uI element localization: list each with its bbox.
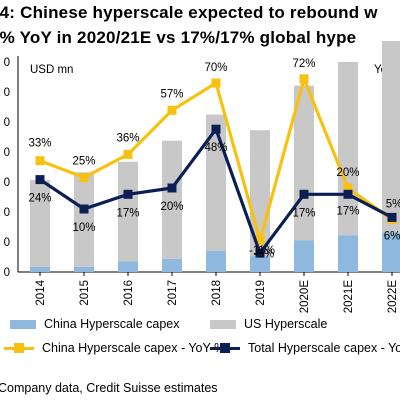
- source-footnote: Company data, Credit Suisse estimates: [0, 381, 218, 395]
- legend-label-china-yoy: China Hyperscale capex - YoY %: [42, 341, 226, 355]
- data-label-china-yoy: -5%: [254, 249, 274, 261]
- data-label-china-yoy: 25%: [72, 156, 95, 168]
- bar-us-capex: [206, 114, 226, 251]
- x-tick-label: 2014: [35, 279, 47, 305]
- y-tick-label: 0: [4, 237, 10, 249]
- china-yoy-marker: [255, 236, 265, 245]
- bar-us-capex: [382, 41, 400, 233]
- x-tick-label: 2022E: [387, 280, 399, 314]
- china-yoy-marker: [123, 149, 133, 159]
- legend-label-total-yoy: Total Hyperscale capex - Yo: [248, 341, 400, 355]
- china-yoy-marker: [167, 105, 177, 115]
- x-tick-label: 2016: [123, 280, 135, 306]
- x-tick-label: 2017: [167, 280, 179, 306]
- data-label-total-yoy: -11%: [249, 245, 275, 257]
- legend-label-china-capex: China Hyperscale capex: [44, 317, 180, 331]
- bar-china-capex: [74, 266, 94, 272]
- bar-us-capex: [118, 161, 138, 262]
- bar-us-capex: [30, 180, 50, 267]
- data-label-total-yoy: 6%: [384, 230, 400, 242]
- data-label-total-yoy: 20%: [160, 201, 183, 213]
- bar-china-capex: [118, 261, 138, 272]
- total-yoy-marker: [211, 124, 221, 134]
- data-label-total-yoy: 17%: [116, 207, 139, 219]
- x-tick-label: 2018: [211, 280, 223, 306]
- bar-us-capex: [162, 140, 182, 259]
- china-yoy-marker: [343, 183, 353, 193]
- total-yoy-marker: [35, 175, 45, 185]
- data-label-total-yoy: 48%: [204, 142, 227, 154]
- data-label-china-yoy: 20%: [336, 167, 359, 179]
- y-tick-label: 0: [4, 57, 10, 69]
- total-yoy-marker: [123, 189, 133, 199]
- data-label-total-yoy: 17%: [336, 205, 359, 217]
- total-yoy-marker: [387, 212, 397, 222]
- total-yoy-marker: [167, 183, 177, 193]
- china-yoy-marker: [79, 173, 89, 182]
- data-label-china-yoy: 57%: [160, 88, 183, 100]
- total-yoy-marker: [299, 189, 309, 199]
- legend-swatch-total-yoy: [210, 341, 240, 355]
- chart-title-line-1: 14: Chinese hyperscale expected to rebou…: [0, 3, 378, 22]
- bar-china-capex: [382, 232, 400, 272]
- legend-china-capex: China Hyperscale capex: [10, 317, 180, 331]
- legend-label-us-capex: US Hyperscale: [244, 317, 328, 331]
- data-label-total-yoy: 17%: [292, 207, 315, 219]
- data-label-china-yoy: 70%: [204, 62, 227, 74]
- y-tick-label: 0: [4, 147, 10, 159]
- y-tick-label: 0: [4, 117, 10, 129]
- data-label-total-yoy: 10%: [72, 222, 95, 234]
- y-tick-label: 0: [4, 207, 10, 219]
- x-tick-label: 2015: [79, 280, 91, 306]
- data-label-total-yoy: 24%: [28, 193, 51, 205]
- china-yoy-marker: [35, 156, 45, 166]
- legend-swatch-china-capex: [10, 319, 36, 329]
- data-label-china-yoy: 72%: [292, 58, 315, 70]
- data-label-china-yoy: 33%: [28, 138, 51, 150]
- total-yoy-marker: [79, 204, 89, 214]
- x-tick-label: 2019: [255, 280, 267, 306]
- x-tick-label: 2021E: [343, 280, 355, 314]
- bar-china-capex: [30, 266, 50, 272]
- china-yoy-marker: [299, 74, 309, 84]
- x-tick-label: 2020E: [299, 280, 311, 314]
- y-tick-label: 0: [4, 177, 10, 189]
- bar-china-capex: [206, 251, 226, 272]
- bar-china-capex: [162, 258, 182, 272]
- y-tick-label: 0: [4, 267, 10, 279]
- bar-china-capex: [294, 240, 314, 272]
- chart-title-line-2: 0% YoY in 2020/21E vs 17%/17% global hyp…: [0, 28, 357, 47]
- bar-us-capex: [74, 172, 94, 267]
- legend-us-capex: US Hyperscale: [210, 317, 327, 331]
- data-label-china-yoy: 5%: [386, 199, 400, 211]
- legend-swatch-us-capex: [210, 319, 236, 329]
- china-yoy-marker: [211, 78, 221, 88]
- total-yoy-marker: [343, 189, 353, 199]
- y-axis-label-left: USD mn: [30, 64, 73, 76]
- y-tick-label: 0: [4, 87, 10, 99]
- total-yoy-marker: [255, 248, 265, 258]
- legend-swatch-china-yoy: [4, 341, 34, 355]
- data-label-china-yoy: 36%: [116, 132, 139, 144]
- legend-total-yoy: Total Hyperscale capex - Yo: [210, 341, 400, 355]
- bar-china-capex: [250, 256, 270, 272]
- bar-china-capex: [338, 235, 358, 272]
- legend-china-yoy: China Hyperscale capex - YoY %: [4, 341, 225, 355]
